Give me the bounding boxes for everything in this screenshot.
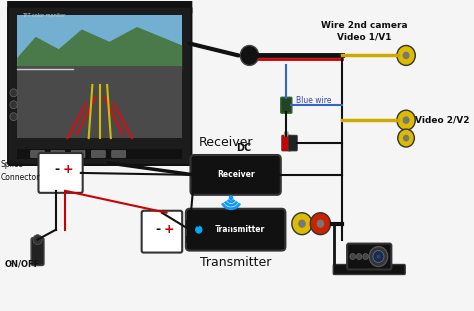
Circle shape: [403, 135, 409, 142]
Text: Receiver: Receiver: [217, 170, 255, 179]
FancyBboxPatch shape: [17, 15, 182, 70]
FancyBboxPatch shape: [7, 0, 192, 14]
Circle shape: [10, 89, 17, 97]
Circle shape: [397, 45, 415, 65]
Text: -: -: [155, 223, 161, 236]
Circle shape: [10, 113, 17, 121]
Text: +: +: [164, 223, 174, 236]
Circle shape: [369, 247, 388, 267]
Text: TFT color monitor: TFT color monitor: [22, 13, 65, 18]
FancyBboxPatch shape: [288, 135, 297, 151]
Circle shape: [402, 52, 410, 59]
Text: DC: DC: [236, 143, 251, 153]
Text: -: -: [55, 164, 59, 176]
Text: Transmitter: Transmitter: [215, 225, 265, 234]
FancyBboxPatch shape: [191, 155, 281, 195]
FancyBboxPatch shape: [17, 15, 182, 138]
Circle shape: [397, 110, 415, 130]
FancyBboxPatch shape: [186, 209, 285, 251]
Text: Transmitter: Transmitter: [200, 256, 271, 269]
Circle shape: [310, 213, 330, 234]
Text: Splice: Splice: [0, 160, 24, 169]
FancyBboxPatch shape: [284, 132, 289, 137]
FancyBboxPatch shape: [17, 149, 182, 159]
FancyBboxPatch shape: [38, 153, 82, 193]
Text: Connector: Connector: [0, 174, 40, 182]
FancyBboxPatch shape: [91, 151, 105, 157]
Text: +: +: [63, 164, 73, 176]
FancyBboxPatch shape: [333, 265, 405, 275]
Circle shape: [229, 195, 233, 200]
Circle shape: [398, 129, 414, 147]
FancyBboxPatch shape: [142, 211, 182, 253]
Text: Running lights/Battery: Running lights/Battery: [185, 236, 280, 245]
Text: Wire 2nd camera
Video 1/V1: Wire 2nd camera Video 1/V1: [321, 21, 408, 41]
Text: Video 2/V2: Video 2/V2: [415, 116, 470, 125]
FancyBboxPatch shape: [8, 7, 191, 165]
FancyBboxPatch shape: [51, 151, 65, 157]
Circle shape: [402, 116, 410, 124]
FancyBboxPatch shape: [31, 238, 44, 266]
Circle shape: [298, 220, 306, 228]
Circle shape: [363, 253, 368, 260]
FancyBboxPatch shape: [282, 135, 291, 151]
Circle shape: [350, 253, 356, 260]
Circle shape: [373, 251, 384, 262]
FancyBboxPatch shape: [281, 97, 292, 113]
Circle shape: [292, 213, 312, 234]
Text: ON/OFF: ON/OFF: [4, 259, 40, 268]
Circle shape: [377, 255, 380, 258]
Circle shape: [317, 220, 324, 228]
Text: Reverse lights: Reverse lights: [185, 220, 245, 229]
Text: Receiver: Receiver: [199, 136, 254, 149]
FancyBboxPatch shape: [112, 151, 126, 157]
Circle shape: [10, 101, 17, 109]
Circle shape: [356, 253, 362, 260]
FancyBboxPatch shape: [71, 151, 85, 157]
Polygon shape: [17, 27, 182, 70]
Circle shape: [195, 226, 202, 234]
FancyBboxPatch shape: [347, 244, 392, 270]
Circle shape: [240, 45, 259, 65]
Circle shape: [33, 234, 42, 244]
FancyBboxPatch shape: [17, 67, 182, 138]
Text: Blue wire: Blue wire: [295, 96, 331, 105]
FancyBboxPatch shape: [31, 151, 45, 157]
